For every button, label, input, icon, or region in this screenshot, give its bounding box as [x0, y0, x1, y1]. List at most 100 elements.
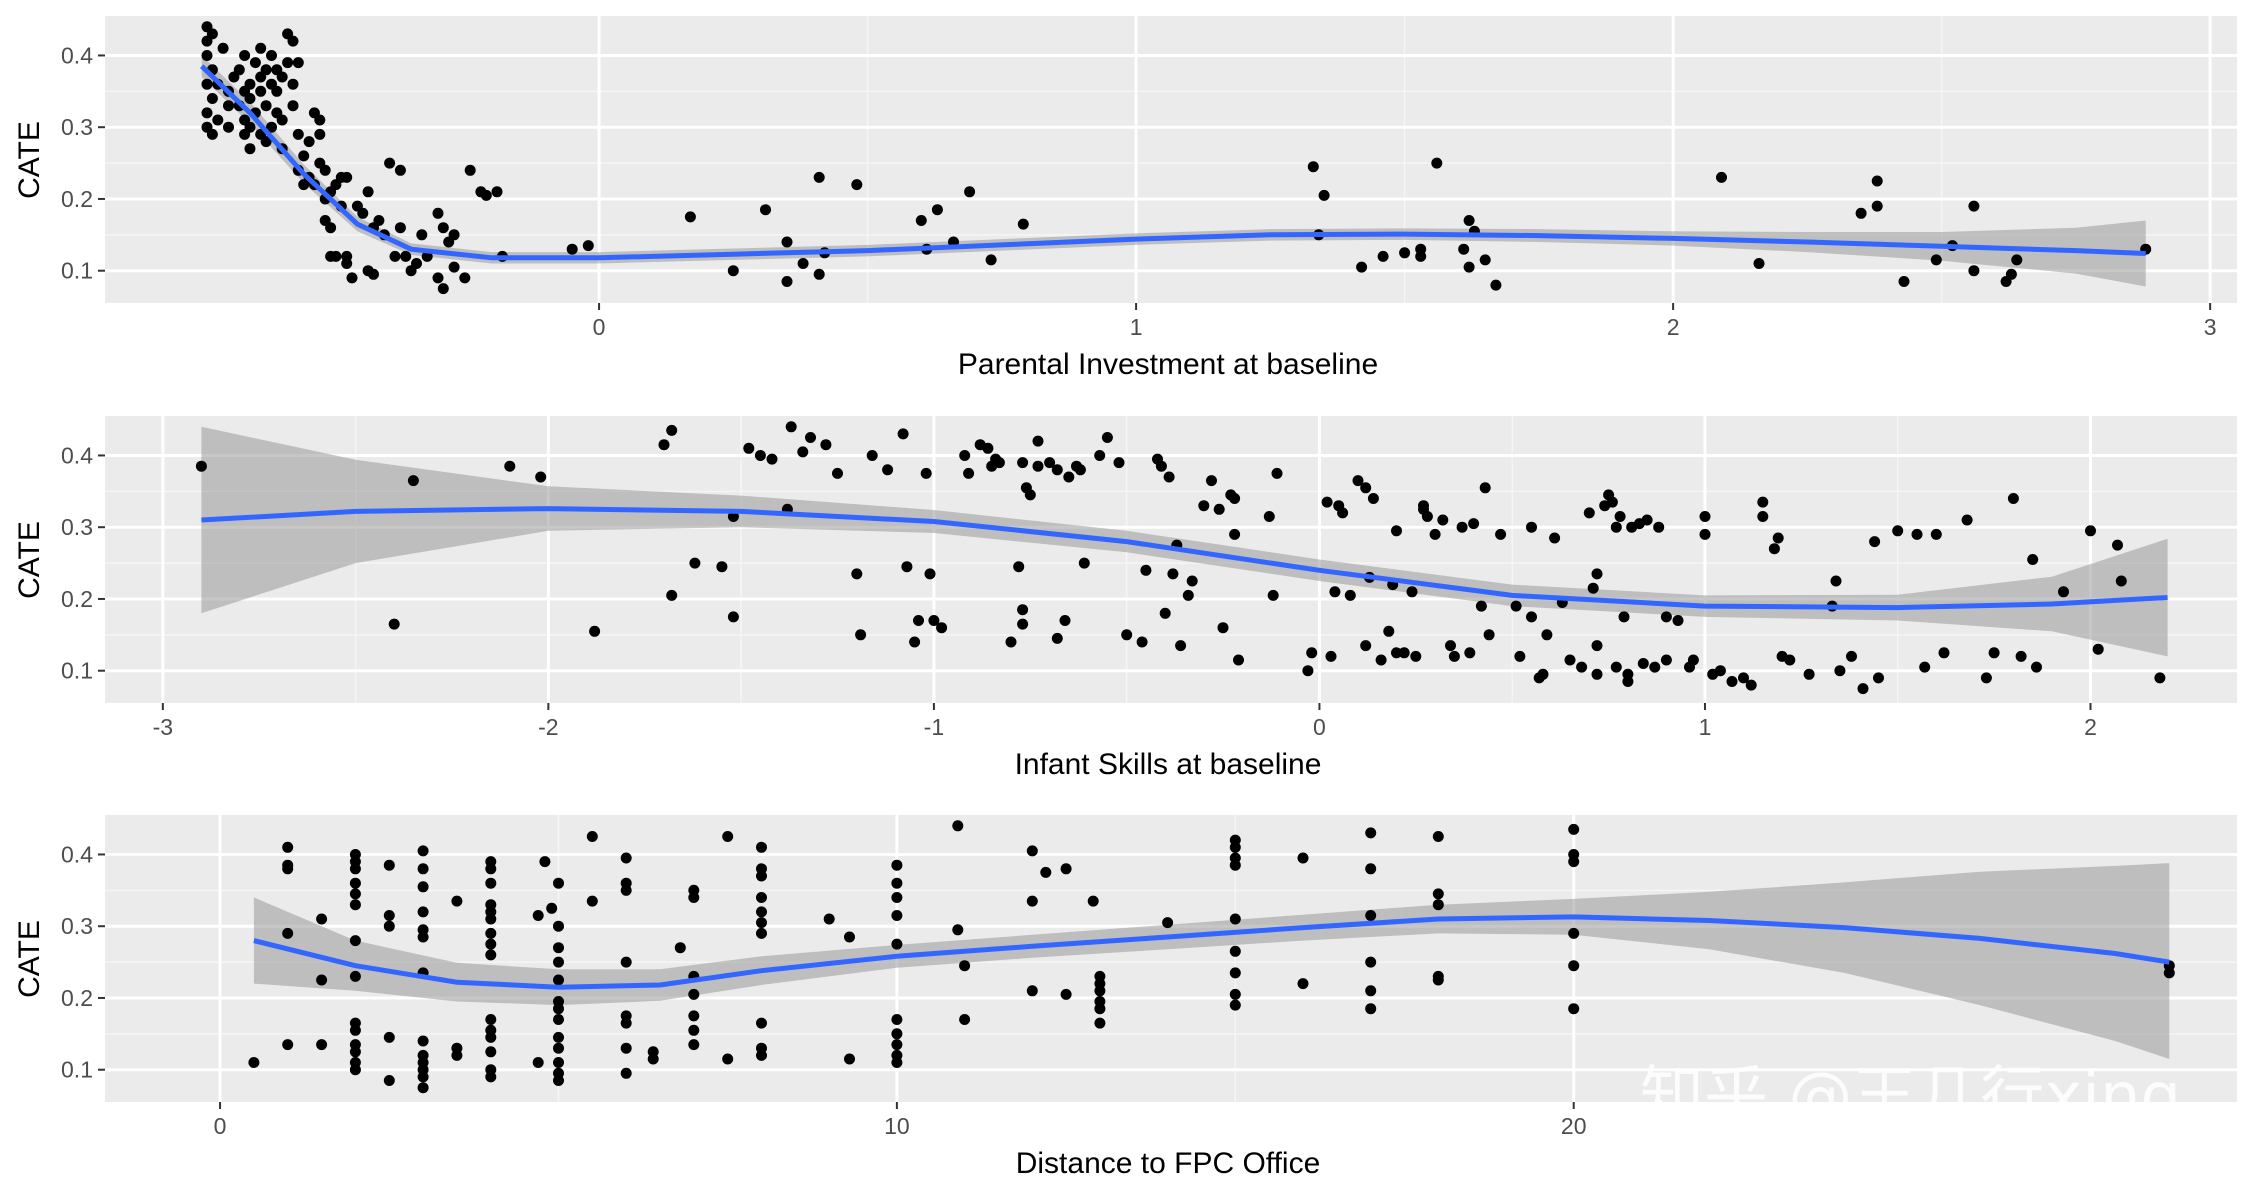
- data-point: [1898, 276, 1910, 287]
- data-point: [223, 121, 234, 133]
- data-point: [2015, 650, 2027, 662]
- data-point: [1159, 607, 1171, 619]
- data-point: [1526, 521, 1537, 533]
- data-point: [2085, 525, 2096, 537]
- data-point: [330, 250, 342, 262]
- data-point: [316, 913, 328, 925]
- data-point: [1463, 215, 1475, 226]
- data-point: [255, 85, 267, 97]
- data-point: [448, 229, 460, 241]
- data-point: [1583, 507, 1595, 519]
- data-point: [1229, 859, 1241, 871]
- y-tick-label: 0.2: [61, 186, 93, 212]
- data-point: [1456, 521, 1468, 533]
- data-point: [797, 258, 809, 269]
- data-point: [451, 895, 463, 907]
- data-point: [1229, 841, 1241, 853]
- data-point: [2058, 586, 2069, 598]
- data-point: [432, 272, 444, 284]
- data-point: [394, 222, 406, 234]
- data-point: [532, 1057, 544, 1068]
- data-point: [756, 870, 767, 882]
- data-point: [1101, 432, 1113, 443]
- data-point: [1356, 261, 1368, 273]
- data-point: [2092, 643, 2104, 655]
- data-point: [2154, 672, 2166, 684]
- data-point: [1660, 654, 1672, 666]
- data-point: [1514, 650, 1526, 662]
- y-tick-label: 0.2: [61, 985, 93, 1011]
- data-point: [1445, 640, 1456, 652]
- data-point: [325, 222, 337, 234]
- x-axis-title: Parental Investment at baseline: [958, 348, 1378, 381]
- data-point: [688, 988, 700, 1000]
- panel-distance-fpc: 0.1 0.2 0.3 0.4 0 10 20 CATE Distance to FPC …: [13, 815, 2237, 1180]
- data-point: [1468, 518, 1480, 530]
- data-point: [566, 243, 578, 255]
- data-point: [620, 1042, 632, 1054]
- grid: [105, 416, 2237, 703]
- data-point: [1297, 978, 1309, 990]
- data-point: [716, 561, 728, 573]
- data-point: [1699, 511, 1711, 522]
- data-point: [2005, 268, 2017, 280]
- data-point: [266, 121, 277, 133]
- data-point: [844, 931, 855, 943]
- data-point: [924, 568, 936, 580]
- data-point: [417, 931, 429, 943]
- data-point: [1610, 661, 1622, 673]
- data-point: [1024, 489, 1036, 501]
- data-point: [1074, 464, 1086, 476]
- watermark: 知乎 @王几行xing: [1640, 1060, 2181, 1134]
- data-point: [891, 938, 903, 950]
- data-point: [666, 424, 678, 436]
- data-point: [349, 970, 361, 982]
- data-point: [1415, 250, 1427, 262]
- data-point: [674, 942, 686, 954]
- data-point: [373, 215, 385, 226]
- data-point: [891, 1039, 903, 1051]
- data-point: [1834, 665, 1846, 677]
- data-point: [844, 1053, 855, 1065]
- data-point: [206, 93, 218, 104]
- data-point: [546, 902, 558, 914]
- data-point: [553, 1057, 564, 1068]
- data-point: [2112, 539, 2123, 551]
- data-point: [1432, 899, 1444, 911]
- x-tick-labels: -3 -2 -1 0 1 2: [153, 703, 2097, 740]
- data-point: [244, 78, 256, 90]
- data-point: [437, 222, 449, 234]
- data-point: [485, 1046, 497, 1058]
- data-point: [448, 261, 460, 273]
- data-point: [1229, 945, 1241, 957]
- data-point: [1687, 654, 1699, 666]
- data-point: [1495, 528, 1507, 540]
- data-point: [620, 956, 632, 968]
- data-point: [389, 250, 401, 262]
- data-point: [1213, 503, 1225, 515]
- data-point: [1121, 629, 1133, 641]
- data-point: [1217, 622, 1229, 634]
- data-point: [244, 93, 256, 104]
- y-axis-title: CATE: [13, 521, 46, 599]
- data-point: [480, 189, 492, 201]
- data-point: [897, 428, 909, 440]
- data-point: [1464, 647, 1476, 659]
- data-point: [1365, 827, 1377, 839]
- data-point: [1406, 586, 1418, 598]
- data-point: [756, 906, 767, 918]
- data-point: [1649, 661, 1661, 673]
- data-point: [959, 960, 971, 972]
- data-point: [915, 215, 927, 226]
- data-point: [1113, 457, 1125, 469]
- data-point: [346, 272, 358, 284]
- data-point: [1302, 665, 1314, 677]
- data-point: [1591, 640, 1603, 652]
- data-point: [485, 949, 497, 961]
- data-point: [459, 272, 471, 284]
- grid: [105, 16, 2237, 303]
- data-point: [920, 467, 932, 479]
- data-point: [383, 920, 395, 932]
- data-point: [756, 841, 767, 853]
- data-point: [582, 240, 594, 252]
